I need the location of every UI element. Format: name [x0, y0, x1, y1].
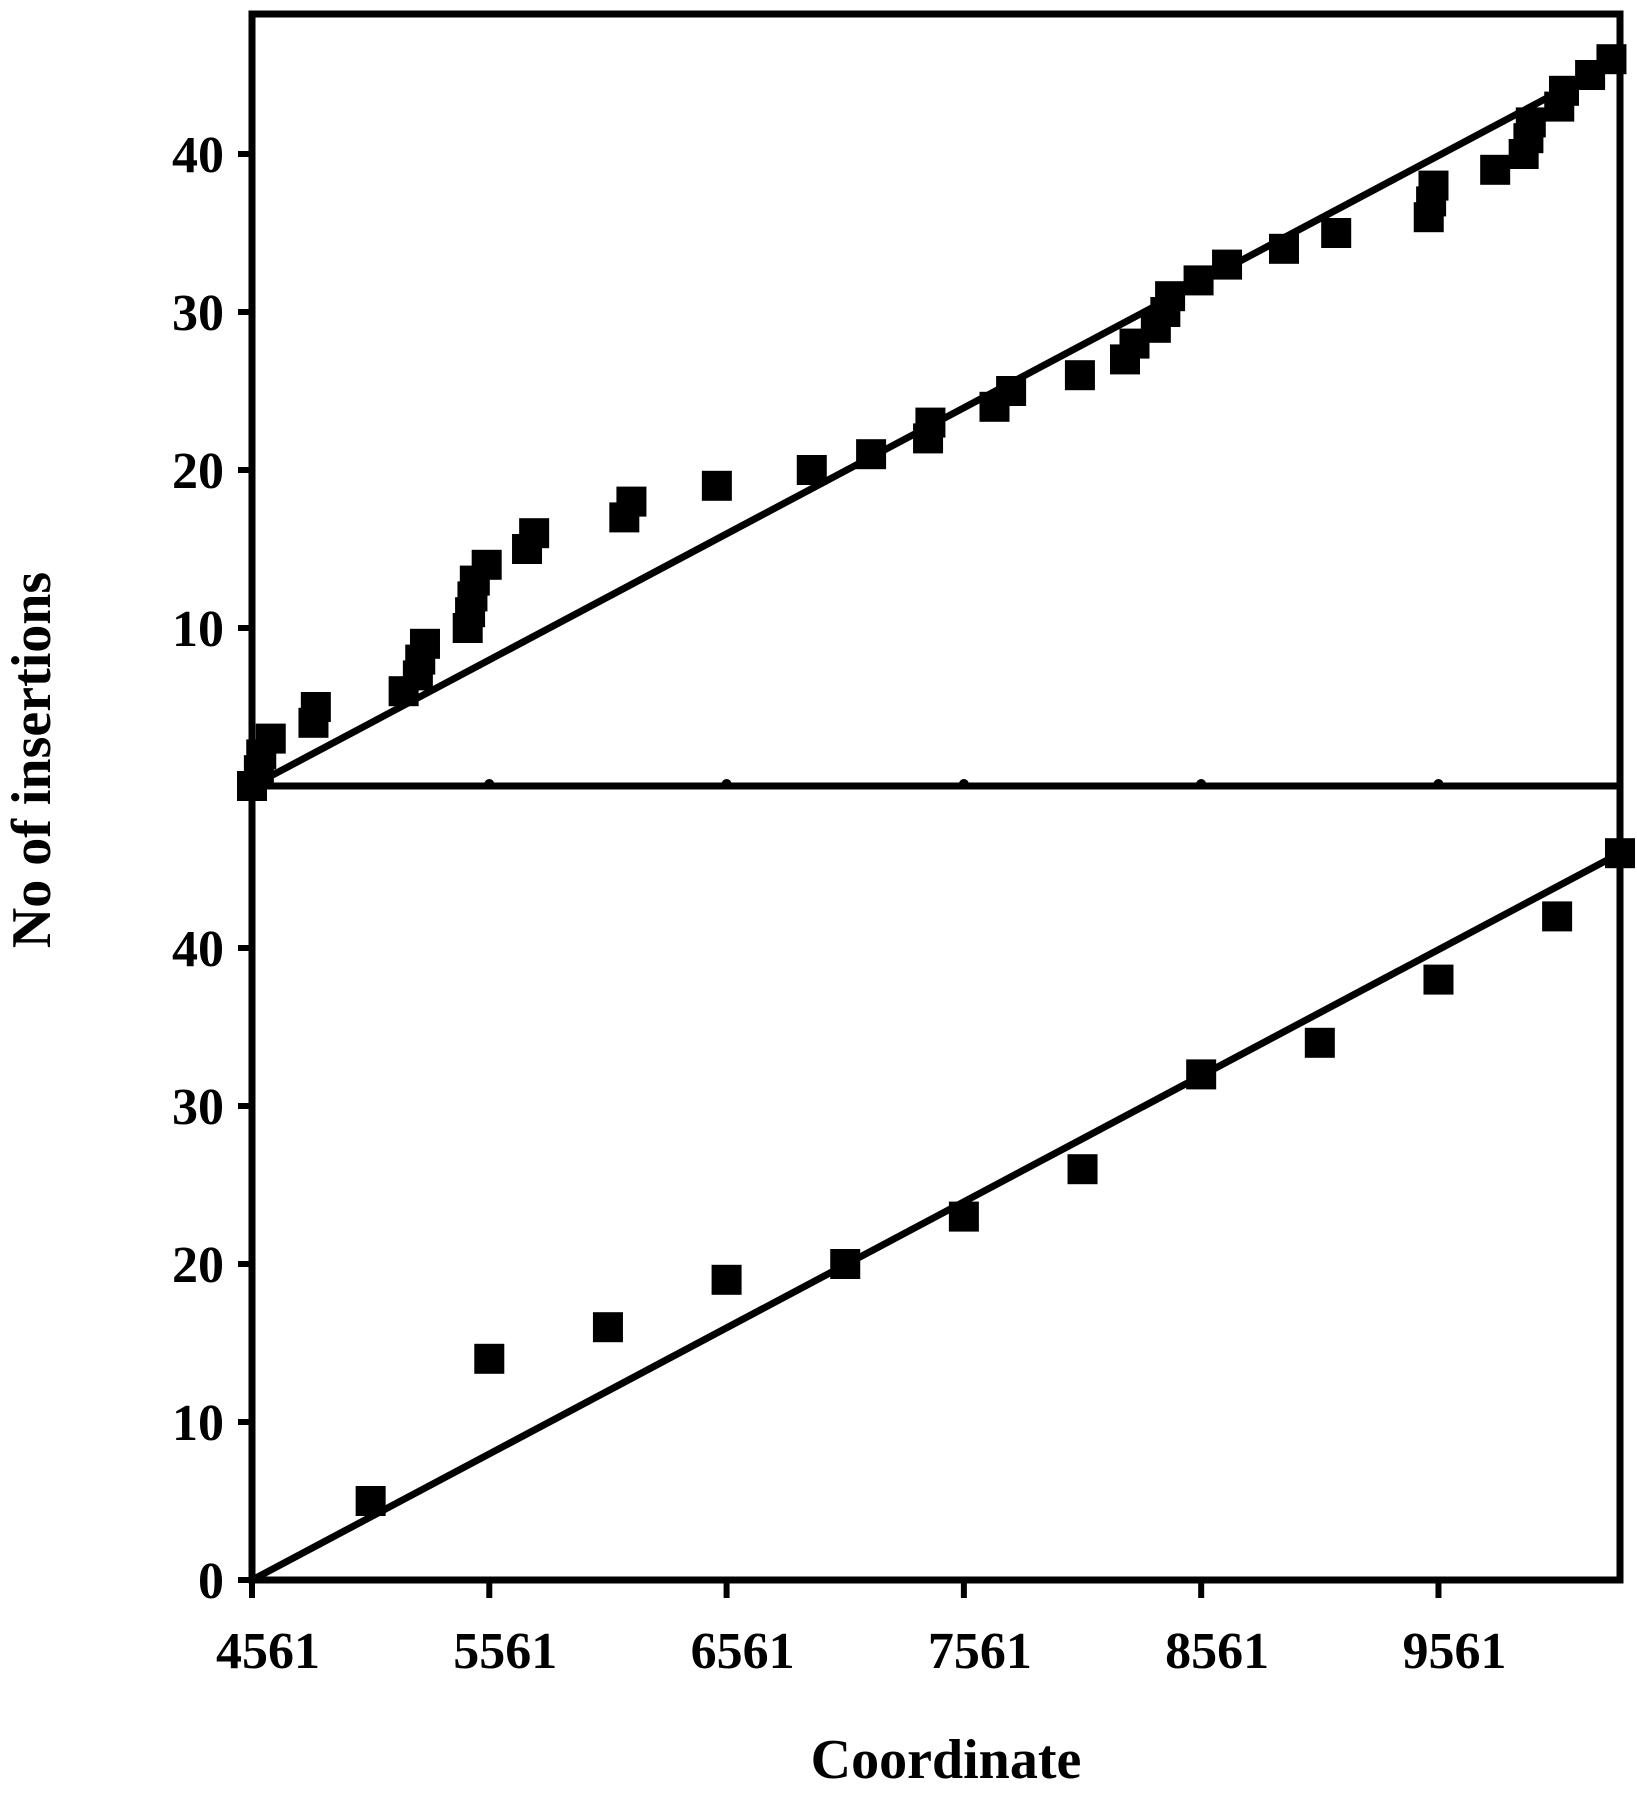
bottom-point	[355, 1486, 386, 1516]
bottom-y-tick-label: 30	[172, 1079, 224, 1136]
x-tick-label: 5561	[453, 1623, 557, 1680]
top-point	[1548, 75, 1579, 106]
top-point	[1418, 170, 1449, 201]
top-point	[1515, 107, 1546, 138]
top-point	[409, 628, 440, 659]
top-point	[1480, 154, 1511, 185]
bottom-panel-frame	[248, 782, 1624, 1584]
top-y-tick-label: 20	[172, 443, 224, 500]
top-panel: 10 20 30 40	[172, 10, 1627, 801]
top-point	[1183, 265, 1214, 296]
top-point	[796, 455, 827, 485]
top-point	[519, 518, 550, 549]
bottom-point	[830, 1249, 861, 1279]
top-point	[1268, 233, 1299, 264]
top-point	[1064, 360, 1095, 391]
x-tick-label: 7561	[928, 1623, 1032, 1680]
bottom-panel-y-axis: 0 10 20 30 40	[172, 921, 252, 1610]
bottom-trend-line-segment	[250, 850, 1622, 1584]
top-point	[701, 470, 732, 501]
bottom-y-tick-label: 40	[172, 921, 224, 978]
bottom-y-tick-label: 10	[172, 1395, 224, 1452]
x-tick-label: 9561	[1402, 1623, 1506, 1680]
x-tick-label: 4561	[216, 1623, 320, 1680]
top-point	[1155, 281, 1186, 312]
top-point	[616, 486, 647, 517]
top-point	[1212, 249, 1243, 280]
top-panel-frame	[248, 10, 1624, 790]
top-y-tick-label: 30	[172, 285, 224, 342]
top-point	[1321, 218, 1352, 248]
bottom-panel: 0 10 20 30 40	[172, 782, 1635, 1610]
top-point	[996, 376, 1027, 406]
bottom-point	[1542, 901, 1573, 932]
bottom-point	[1067, 1154, 1098, 1185]
top-point	[300, 692, 331, 722]
top-point	[856, 439, 887, 470]
y-axis-title: No of insertions	[1, 572, 63, 948]
top-point	[471, 549, 502, 580]
top-point	[255, 723, 286, 754]
bottom-y-tick-label: 20	[172, 1237, 224, 1294]
bottom-point	[1423, 964, 1454, 995]
top-point	[915, 407, 946, 438]
bottom-point	[1186, 1059, 1217, 1090]
bottom-panel-trend-line	[250, 850, 1622, 1584]
bottom-panel-points	[355, 838, 1635, 1516]
x-axis: 4561 5561 6561 7561 8561 9561	[216, 1580, 1506, 1680]
top-y-tick-label: 10	[172, 601, 224, 658]
x-tick-label: 8561	[1165, 1623, 1269, 1680]
top-y-tick-label: 40	[172, 127, 224, 184]
bottom-point	[711, 1264, 742, 1295]
bottom-point	[948, 1201, 979, 1232]
x-tick-label: 6561	[691, 1623, 795, 1680]
bottom-point	[474, 1343, 505, 1374]
bottom-y-tick-label: 0	[198, 1553, 224, 1610]
x-axis-title: Coordinate	[811, 1729, 1082, 1791]
bottom-point	[1304, 1027, 1335, 1058]
bottom-point	[592, 1312, 623, 1343]
top-panel-points	[237, 44, 1627, 801]
